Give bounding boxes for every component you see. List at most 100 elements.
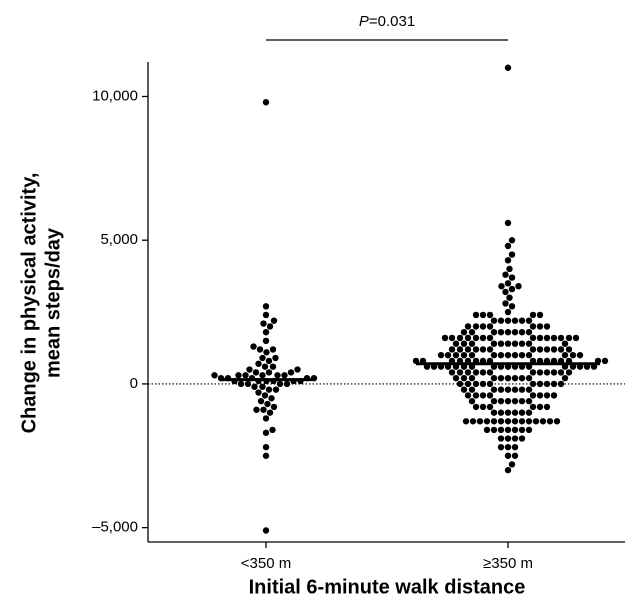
data-point — [515, 282, 522, 290]
data-point — [270, 317, 278, 324]
data-point — [601, 357, 609, 365]
data-point — [490, 340, 498, 347]
data-point — [511, 340, 519, 347]
data-point — [504, 409, 512, 416]
data-point — [511, 426, 519, 434]
data-point — [511, 435, 519, 442]
data-point — [543, 380, 551, 388]
data-point — [464, 323, 472, 330]
data-point — [479, 392, 487, 399]
data-point — [508, 251, 516, 258]
data-point — [472, 346, 480, 353]
data-point — [456, 380, 464, 388]
data-point — [498, 282, 505, 290]
data-point — [256, 346, 264, 353]
data-point — [529, 369, 537, 376]
data-point — [262, 337, 270, 345]
data-point — [486, 403, 494, 411]
data-point — [479, 380, 487, 388]
data-point — [504, 374, 512, 382]
data-point — [557, 380, 565, 388]
data-point — [557, 334, 565, 342]
data-point — [508, 237, 516, 244]
data-point — [262, 429, 270, 436]
data-point — [550, 334, 558, 342]
data-point — [269, 363, 277, 370]
data-point — [497, 409, 505, 416]
data-point — [525, 351, 533, 359]
data-point — [490, 374, 498, 382]
data-point — [270, 403, 278, 411]
data-point — [511, 409, 519, 416]
data-point — [550, 346, 558, 353]
data-point — [504, 219, 512, 227]
data-point — [255, 360, 262, 367]
data-point — [281, 372, 288, 379]
data-point — [448, 334, 456, 342]
data-point — [283, 380, 291, 388]
data-point — [479, 403, 487, 411]
data-point — [525, 409, 533, 416]
data-point — [255, 389, 262, 396]
data-point — [464, 369, 472, 376]
data-point — [502, 300, 509, 307]
data-point — [497, 435, 505, 442]
data-point — [490, 426, 498, 434]
data-point — [479, 334, 487, 342]
data-point — [460, 328, 468, 336]
data-point — [251, 383, 258, 390]
data-point — [250, 343, 257, 350]
y-tick-label: 5,000 — [100, 231, 138, 248]
data-point — [472, 323, 480, 330]
data-point — [504, 340, 512, 347]
data-point — [543, 346, 551, 353]
data-point — [211, 372, 218, 379]
data-point — [504, 443, 512, 451]
data-point — [264, 400, 271, 408]
data-point — [543, 334, 551, 342]
data-point — [483, 418, 491, 425]
data-point — [529, 392, 537, 399]
data-point — [504, 280, 512, 287]
data-point — [262, 443, 270, 451]
data-point — [456, 334, 464, 342]
data-point — [262, 99, 270, 106]
data-point — [529, 346, 537, 353]
data-point — [263, 349, 270, 356]
data-point — [518, 386, 526, 393]
data-point — [536, 403, 544, 411]
data-point — [464, 346, 472, 353]
data-point — [504, 308, 512, 316]
data-point — [490, 397, 498, 405]
data-point — [246, 366, 253, 373]
data-point — [257, 397, 265, 405]
data-point — [448, 346, 456, 353]
data-point — [504, 317, 512, 324]
data-point — [272, 386, 280, 393]
data-point — [479, 346, 487, 353]
data-point — [235, 372, 242, 379]
data-point — [508, 461, 516, 468]
data-point — [259, 372, 266, 379]
data-point — [529, 334, 537, 342]
data-point — [294, 366, 301, 373]
data-point — [274, 372, 281, 379]
data-point — [448, 369, 456, 376]
data-point — [486, 323, 494, 330]
data-point — [572, 334, 580, 342]
data-point — [456, 369, 464, 376]
data-point — [543, 392, 551, 399]
data-point — [269, 346, 277, 353]
data-point — [504, 64, 512, 71]
data-point — [511, 443, 519, 451]
data-point — [460, 351, 468, 359]
data-point — [504, 452, 512, 459]
data-point — [262, 415, 270, 422]
data-point — [468, 340, 476, 347]
data-point — [460, 340, 468, 347]
data-point — [536, 392, 544, 399]
data-point — [253, 406, 260, 413]
y-tick-label: –5,000 — [92, 519, 138, 536]
data-point — [539, 418, 547, 425]
data-point — [511, 351, 519, 359]
